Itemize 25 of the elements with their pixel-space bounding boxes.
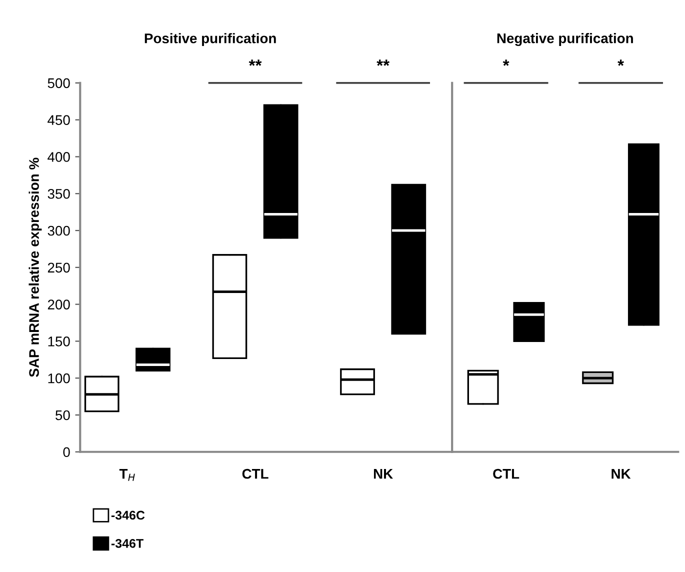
legend-label: -346T (111, 539, 144, 548)
y-tick-label: 150 (48, 336, 70, 346)
y-tick-label: 500 (48, 78, 70, 88)
y-tick-label: 0 (63, 447, 70, 458)
x-tick-label: NK (612, 469, 631, 479)
chart-title: Positive purification (144, 33, 276, 46)
x-tick-label: NK (374, 469, 393, 479)
text: ** (248, 60, 262, 66)
y-tick-label: 200 (48, 300, 70, 310)
y-tick-label: 400 (48, 152, 70, 162)
x-tick-label: T$_{H}$ (119, 469, 135, 481)
y-tick-label: 50 (56, 410, 70, 420)
text: * (618, 60, 624, 66)
legend-label: -346C (111, 510, 145, 520)
chart-title: Negative purification (497, 33, 633, 46)
text: ** (376, 60, 390, 66)
y-axis-title: SAP mRNA relative expression % (28, 158, 42, 378)
y-tick-label: 350 (48, 188, 70, 199)
x-tick-label: CTL (493, 468, 520, 479)
y-tick-label: 300 (48, 226, 70, 236)
y-tick-label: 250 (48, 262, 70, 273)
x-tick-label: CTL (242, 468, 268, 479)
text: * (502, 60, 510, 66)
y-tick-label: 100 (48, 373, 70, 384)
y-tick-label: 450 (48, 115, 70, 126)
